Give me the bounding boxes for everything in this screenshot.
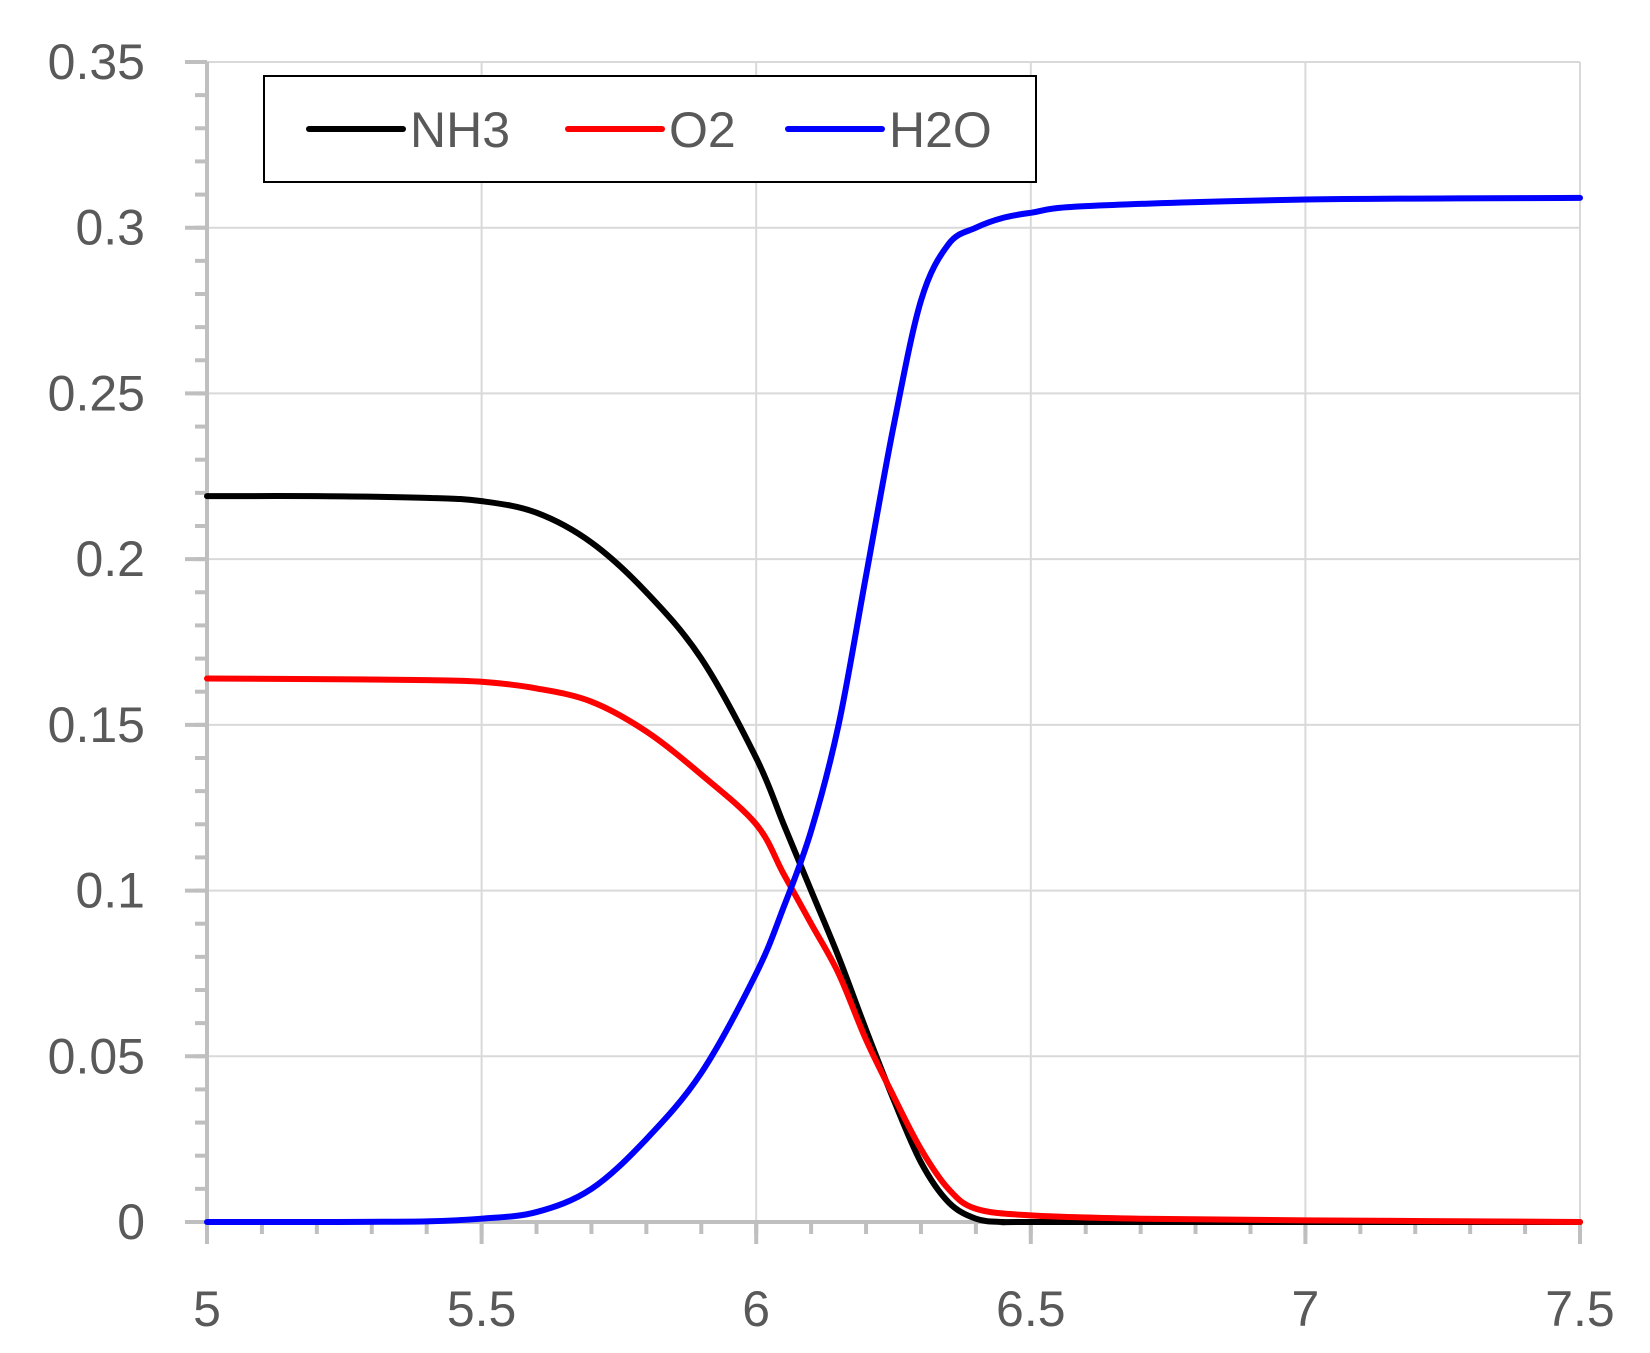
x-tick-label: 6.5 xyxy=(996,1281,1066,1337)
y-tick-label: 0.05 xyxy=(48,1028,145,1084)
data-series xyxy=(204,194,1583,1226)
grid-lines xyxy=(207,61,1581,1222)
series-line-o2 xyxy=(204,675,1583,1225)
legend-label-o2: O2 xyxy=(669,102,736,158)
y-tick-label: 0.15 xyxy=(48,697,145,753)
legend: NH3 O2 H2O xyxy=(263,75,1037,183)
y-tick-label: 0.3 xyxy=(75,200,145,256)
x-tick-label: 6 xyxy=(742,1281,770,1337)
x-tick-label: 5 xyxy=(193,1281,221,1337)
series-line-nh3 xyxy=(204,493,1583,1226)
y-tick-label: 0 xyxy=(117,1194,145,1250)
x-tick-label: 5.5 xyxy=(447,1281,517,1337)
y-tick-label: 0.1 xyxy=(75,863,145,919)
series-line-h2o xyxy=(204,194,1583,1226)
y-tick-label: 0.35 xyxy=(48,34,145,90)
legend-label-nh3: NH3 xyxy=(410,102,510,158)
tick-labels: 0 0.05 0.1 0.15 0.2 0.25 0.3 0.35 5 5.5 6 6.5 7 7.5 xyxy=(48,34,1615,1337)
x-tick-label: 7 xyxy=(1291,1281,1319,1337)
y-tick-label: 0.2 xyxy=(75,531,145,587)
legend-label-h2o: H2O xyxy=(889,102,992,158)
x-tick-label: 7.5 xyxy=(1545,1281,1615,1337)
y-tick-label: 0.25 xyxy=(48,365,145,421)
